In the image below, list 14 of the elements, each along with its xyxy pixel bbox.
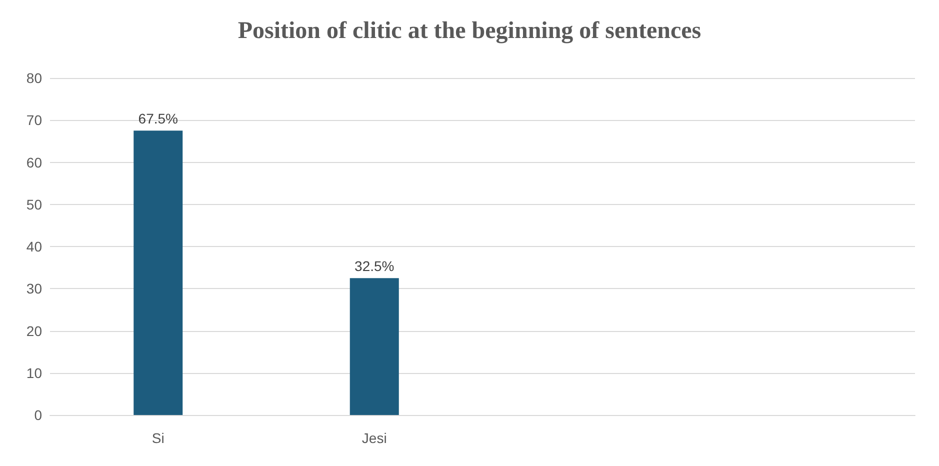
data-label: 67.5% — [138, 110, 178, 127]
y-tick-label: 30 — [26, 280, 42, 297]
data-label: 32.5% — [354, 258, 394, 274]
y-tick-label: 60 — [26, 154, 42, 170]
y-tick-label: 80 — [26, 70, 42, 86]
y-tick-label: 10 — [26, 364, 42, 381]
x-tick-label: Si — [152, 430, 164, 446]
y-tick-label: 20 — [26, 322, 42, 339]
x-tick-label: Jesi — [362, 430, 387, 446]
y-tick-label: 40 — [26, 238, 42, 254]
chart-title: Position of clitic at the beginning of sentences — [238, 18, 702, 44]
y-tick-label: 0 — [34, 407, 42, 423]
y-tick-label: 50 — [26, 196, 42, 212]
y-tick-label: 70 — [26, 112, 42, 128]
